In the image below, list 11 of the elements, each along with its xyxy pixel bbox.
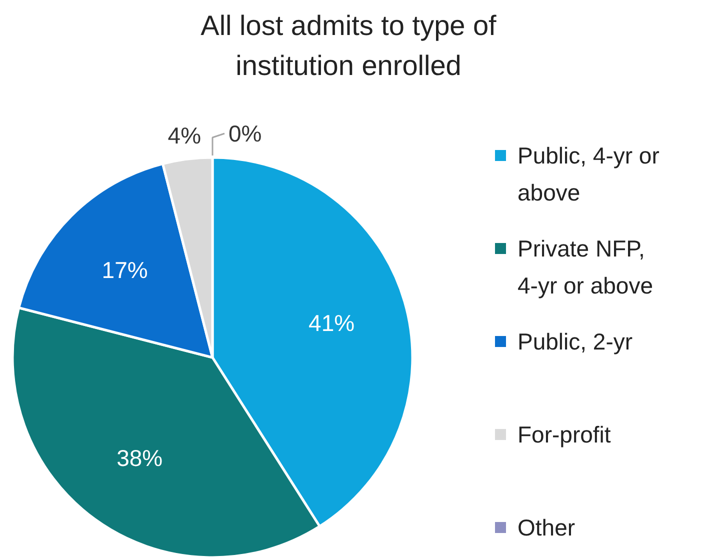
data-label: 17% — [102, 256, 148, 283]
legend-label: Private NFP, 4-yr or above — [518, 236, 654, 298]
legend-label: For-profit — [518, 422, 612, 448]
data-label: 38% — [116, 444, 163, 471]
legend-label: Public, 4-yr or above — [518, 142, 660, 206]
legend-label: Other — [518, 514, 576, 540]
data-label: 41% — [308, 310, 355, 336]
data-label: 4% — [168, 122, 202, 148]
chart-title: All lost admits to type of institution enrolled — [200, 10, 497, 81]
legend-label: Public, 2-yr — [518, 328, 633, 354]
text: 0% — [228, 120, 262, 146]
